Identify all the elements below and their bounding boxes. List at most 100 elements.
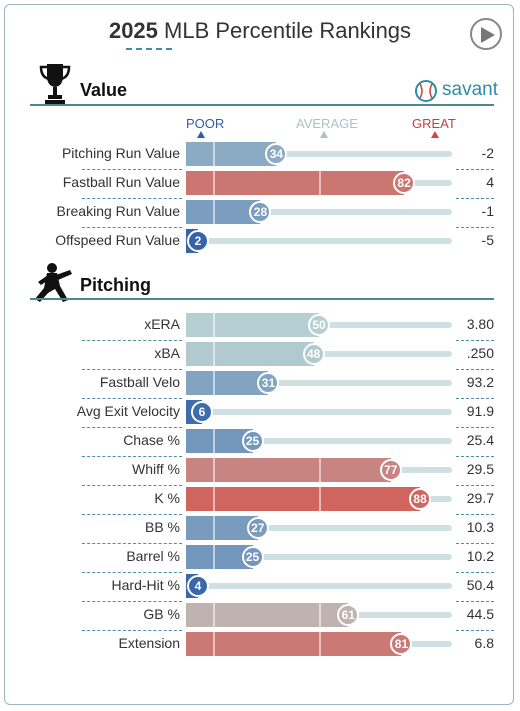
percentile-gridline: [212, 313, 215, 337]
metric-value: 29.7: [466, 490, 494, 506]
percentile-badge: 50: [308, 314, 330, 336]
value-section-title: Value: [80, 80, 128, 100]
percentile-bar: [186, 171, 405, 195]
percentile-track: [186, 554, 452, 560]
metric-value: 93.2: [466, 374, 494, 390]
metric-value: -1: [481, 203, 494, 219]
metric-label: xERA: [144, 316, 180, 332]
percentile-card: [4, 4, 514, 705]
row-separator: [82, 630, 182, 631]
metric-value: 3.80: [466, 316, 494, 332]
percentile-track: [186, 583, 452, 589]
percentile-gridline: [212, 200, 215, 224]
percentile-badge: 88: [409, 488, 432, 510]
metric-value: 6.8: [474, 635, 494, 651]
metric-row[interactable]: Barrel % 25 10.2: [0, 545, 520, 569]
percentile-track: [186, 151, 452, 157]
row-separator: [82, 427, 182, 428]
row-separator: [82, 227, 182, 228]
percentile-gridline: [319, 603, 321, 627]
percentile-bar: [186, 313, 319, 337]
metric-value: 10.3: [466, 519, 494, 535]
row-separator: [82, 198, 182, 199]
percentile-bar: [186, 142, 277, 166]
value-section-divider: [30, 104, 494, 106]
row-separator: [456, 398, 494, 399]
percentile-gridline: [212, 342, 215, 366]
metric-row[interactable]: K % 88 29.7: [0, 487, 520, 511]
row-separator: [456, 543, 494, 544]
metric-row[interactable]: Hard-Hit % 4 50.4: [0, 574, 520, 598]
metric-label: Whiff %: [132, 461, 180, 477]
metric-label: Avg Exit Velocity: [76, 403, 180, 419]
row-separator: [456, 601, 494, 602]
metric-value: 4: [486, 174, 494, 190]
percentile-bar: [186, 603, 349, 627]
row-separator: [456, 514, 494, 515]
page-title: 2025 MLB Percentile Rankings: [0, 18, 520, 44]
percentile-bar: [186, 632, 402, 656]
percentile-badge: 25: [241, 430, 264, 452]
metric-label: xBA: [154, 345, 180, 361]
metric-row[interactable]: Extension 81 6.8: [0, 632, 520, 656]
percentile-gridline: [212, 171, 215, 195]
row-separator: [82, 572, 182, 573]
percentile-badge: 34: [265, 143, 288, 165]
percentile-gridline: [212, 545, 215, 569]
metric-row[interactable]: GB % 61 44.5: [0, 603, 520, 627]
percentile-track: [186, 438, 452, 444]
row-separator: [456, 227, 494, 228]
pitcher-icon: [35, 263, 72, 302]
percentile-gridline: [212, 142, 215, 166]
percentile-badge: 6: [190, 401, 213, 423]
row-separator: [82, 398, 182, 399]
percentile-badge: 2: [187, 230, 209, 252]
percentile-gridline: [212, 516, 215, 540]
play-button[interactable]: [470, 18, 502, 50]
percentile-gridline: [212, 603, 215, 627]
percentile-track: [186, 238, 452, 244]
metric-row[interactable]: Fastball Run Value 82 4: [0, 171, 520, 195]
row-separator: [456, 572, 494, 573]
metric-row[interactable]: Offspeed Run Value 2 -5: [0, 229, 520, 253]
legend-poor-marker: [197, 131, 205, 138]
percentile-badge: 81: [390, 633, 413, 655]
metric-row[interactable]: BB % 27 10.3: [0, 516, 520, 540]
metric-row[interactable]: xBA 48 .250: [0, 342, 520, 366]
metric-label: K %: [154, 490, 180, 506]
baseball-icon: [415, 80, 437, 102]
percentile-gridline: [319, 458, 321, 482]
row-separator: [82, 514, 182, 515]
row-separator: [82, 340, 182, 341]
title-year: 2025: [108, 18, 158, 43]
metric-row[interactable]: Whiff % 77 29.5: [0, 458, 520, 482]
percentile-badge: 61: [337, 604, 360, 626]
percentile-bar: [186, 487, 421, 511]
metric-row[interactable]: Breaking Run Value 28 -1: [0, 200, 520, 224]
row-separator: [82, 601, 182, 602]
row-separator: [456, 456, 494, 457]
percentile-bar: [186, 200, 261, 224]
percentile-bar: [186, 342, 314, 366]
metric-row[interactable]: Chase % 25 25.4: [0, 429, 520, 453]
percentile-bar: [186, 545, 253, 569]
metric-row[interactable]: Avg Exit Velocity 6 91.9: [0, 400, 520, 424]
metric-row[interactable]: xERA 50 3.80: [0, 313, 520, 337]
trophy-icon: [39, 64, 71, 104]
percentile-gridline: [212, 632, 215, 656]
metric-row[interactable]: Fastball Velo 31 93.2: [0, 371, 520, 395]
metric-value: 91.9: [466, 403, 494, 419]
percentile-bar: [186, 371, 269, 395]
metric-value: 29.5: [466, 461, 494, 477]
metric-label: BB %: [144, 519, 180, 535]
title-underline: [126, 48, 172, 50]
legend-average-marker: [320, 131, 328, 138]
row-separator: [456, 427, 494, 428]
percentile-gridline: [212, 429, 215, 453]
metric-row[interactable]: Pitching Run Value 34 -2: [0, 142, 520, 166]
legend-average: AVERAGE: [296, 116, 358, 131]
percentile-badge: 4: [187, 575, 209, 597]
metric-value: 25.4: [466, 432, 494, 448]
percentile-track: [186, 209, 452, 215]
metric-label: Fastball Run Value: [62, 174, 180, 190]
